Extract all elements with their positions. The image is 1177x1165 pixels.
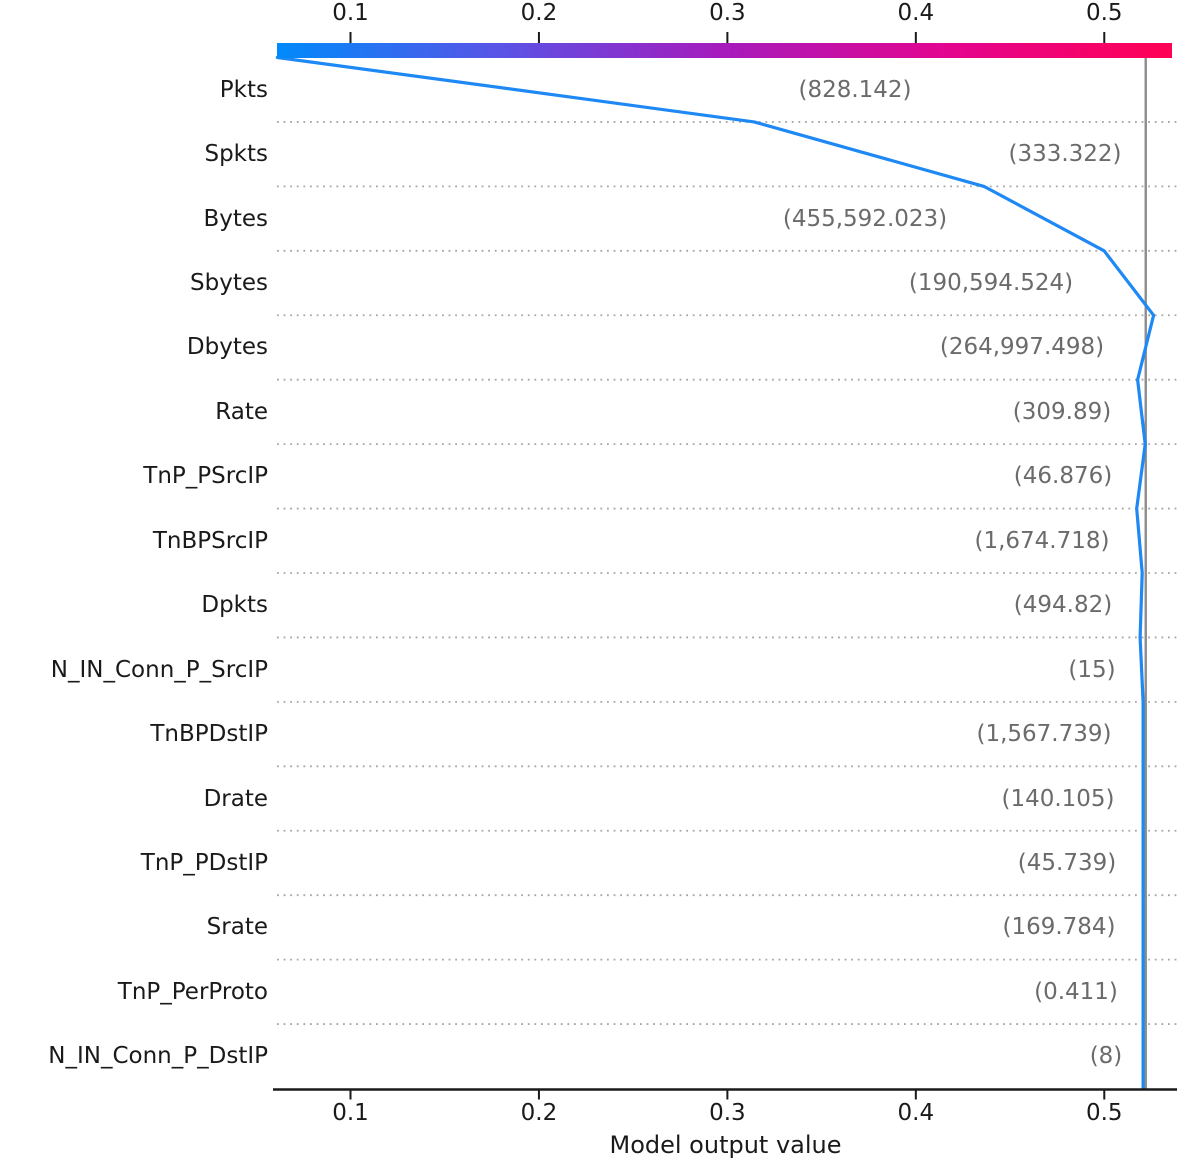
x-axis-title: Model output value [609, 1131, 842, 1159]
feature-label: Rate [215, 398, 268, 425]
decision-path-line [275, 55, 1156, 1091]
feature-value-label: (309.89) [1012, 398, 1112, 425]
feature-value-label: (140.105) [1001, 785, 1115, 812]
feature-label: TnP_PSrcIP [143, 463, 268, 490]
x-axis-tick-label: 0.3 [709, 1100, 746, 1126]
top-axis-tick-label: 0.5 [1085, 0, 1123, 26]
top-axis-tick-label: 0.3 [709, 0, 746, 26]
top-axis-tick-label: 0.2 [520, 0, 558, 26]
feature-label: Sbytes [190, 270, 268, 297]
feature-value-label: (494.82) [1013, 592, 1113, 619]
feature-value-label: (15) [1068, 656, 1116, 683]
feature-label: TnBPDstIP [150, 721, 268, 748]
feature-value-colorbar [277, 43, 1172, 58]
feature-label: N_IN_Conn_P_SrcIP [50, 656, 268, 683]
x-axis-tick-label: 0.1 [332, 1100, 369, 1126]
feature-value-label: (333.322) [1008, 141, 1122, 168]
feature-value-label: (1,567.739) [976, 721, 1112, 748]
feature-label: Bytes [203, 205, 268, 232]
feature-value-label: (264,997.498) [939, 334, 1105, 361]
feature-value-label: (8) [1089, 1043, 1123, 1070]
feature-value-label: (0.411) [1034, 978, 1118, 1005]
x-axis-tick-label: 0.5 [1085, 1100, 1123, 1126]
feature-label: TnP_PDstIP [140, 849, 268, 876]
feature-label: TnP_PerProto [117, 978, 268, 1005]
feature-label: Dbytes [186, 334, 268, 361]
top-axis-tick-label: 0.1 [332, 0, 369, 26]
feature-value-label: (1,674.718) [974, 527, 1110, 554]
feature-label: N_IN_Conn_P_DstIP [48, 1043, 268, 1070]
feature-value-label: (828.142) [798, 76, 912, 103]
feature-label: Srate [206, 914, 268, 941]
feature-value-label: (169.784) [1002, 914, 1116, 941]
feature-label: Pkts [219, 76, 268, 103]
feature-value-label: (190,594.524) [908, 270, 1074, 297]
top-axis-tick-label: 0.4 [897, 0, 935, 26]
feature-value-label: (455,592.023) [782, 205, 948, 232]
x-axis-tick-label: 0.2 [520, 1100, 558, 1126]
x-axis-tick-label: 0.4 [897, 1100, 935, 1126]
feature-value-label: (46.876) [1013, 463, 1113, 490]
feature-label: Spkts [204, 141, 268, 168]
feature-label: Drate [203, 785, 268, 812]
feature-label: Dpkts [201, 592, 268, 619]
feature-label: TnBPSrcIP [152, 527, 268, 554]
feature-value-label: (45.739) [1017, 849, 1117, 876]
